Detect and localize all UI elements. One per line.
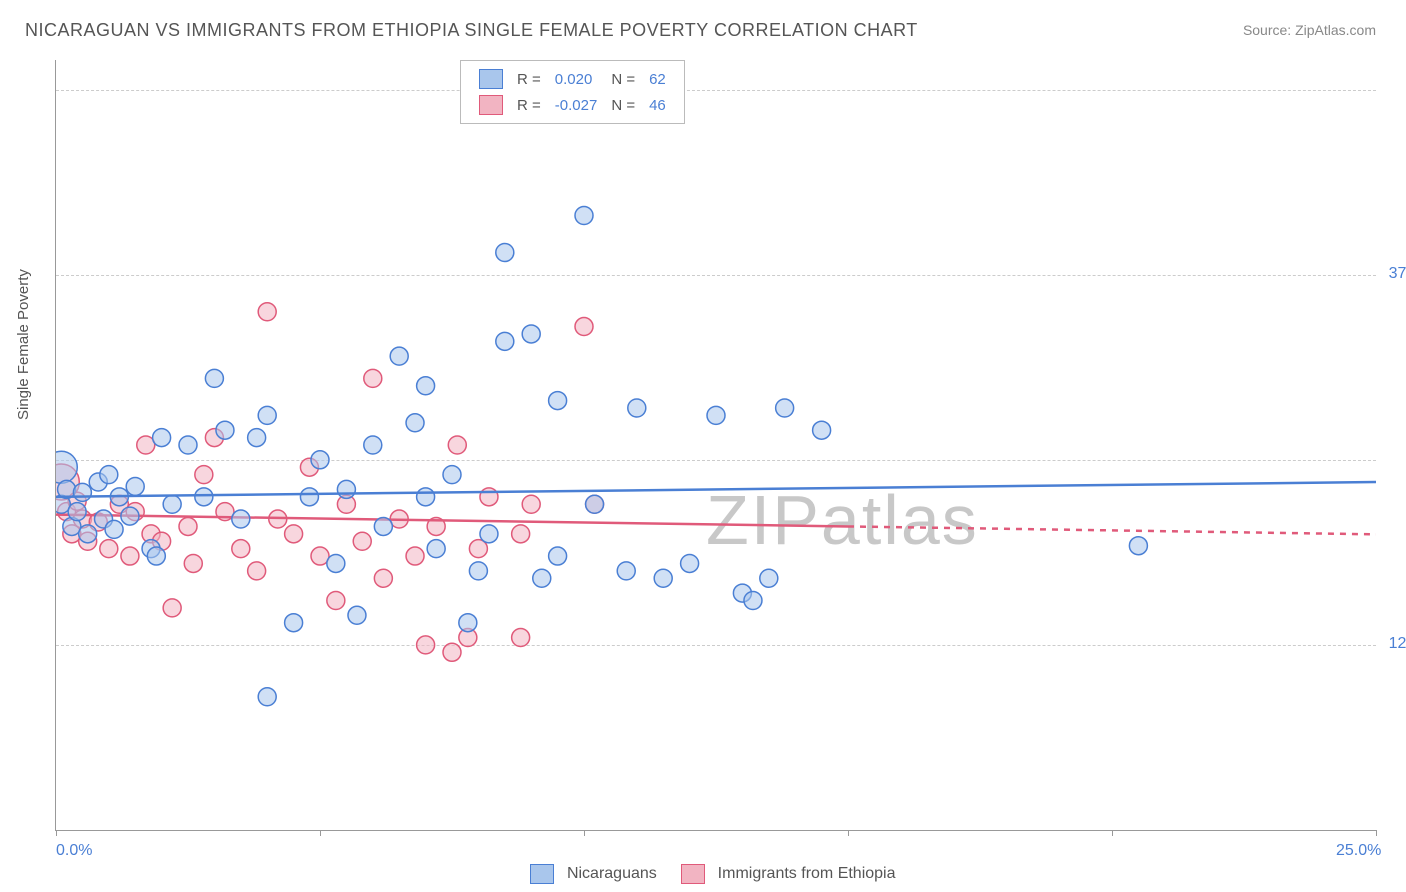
n-value-a: 62	[643, 67, 672, 91]
series-b-label: Immigrants from Ethiopia	[718, 865, 896, 882]
swatch-b-icon	[479, 95, 503, 115]
r-value-a: 0.020	[549, 67, 604, 91]
swatch-b2-icon	[681, 864, 705, 884]
series-a-label: Nicaraguans	[567, 865, 657, 882]
swatch-a2-icon	[530, 864, 554, 884]
y-axis-label: Single Female Poverty	[15, 269, 32, 420]
r-label-b: R =	[511, 93, 547, 117]
plot-area: ZIPatlas 12.5%37.5%0.0%25.0%	[55, 60, 1376, 831]
n-label-a: N =	[605, 67, 641, 91]
n-label-b: N =	[605, 93, 641, 117]
chart-title: NICARAGUAN VS IMMIGRANTS FROM ETHIOPIA S…	[25, 20, 918, 41]
n-value-b: 46	[643, 93, 672, 117]
legend-series: Nicaraguans Immigrants from Ethiopia	[0, 864, 1406, 884]
r-value-b: -0.027	[549, 93, 604, 117]
r-label-a: R =	[511, 67, 547, 91]
legend-correlation: R = 0.020 N = 62 R = -0.027 N = 46	[460, 60, 685, 124]
scatter-svg	[56, 60, 1376, 830]
legend-row-b: R = -0.027 N = 46	[473, 93, 672, 117]
legend-row-a: R = 0.020 N = 62	[473, 67, 672, 91]
source-label: Source: ZipAtlas.com	[1243, 22, 1376, 38]
swatch-a-icon	[479, 69, 503, 89]
